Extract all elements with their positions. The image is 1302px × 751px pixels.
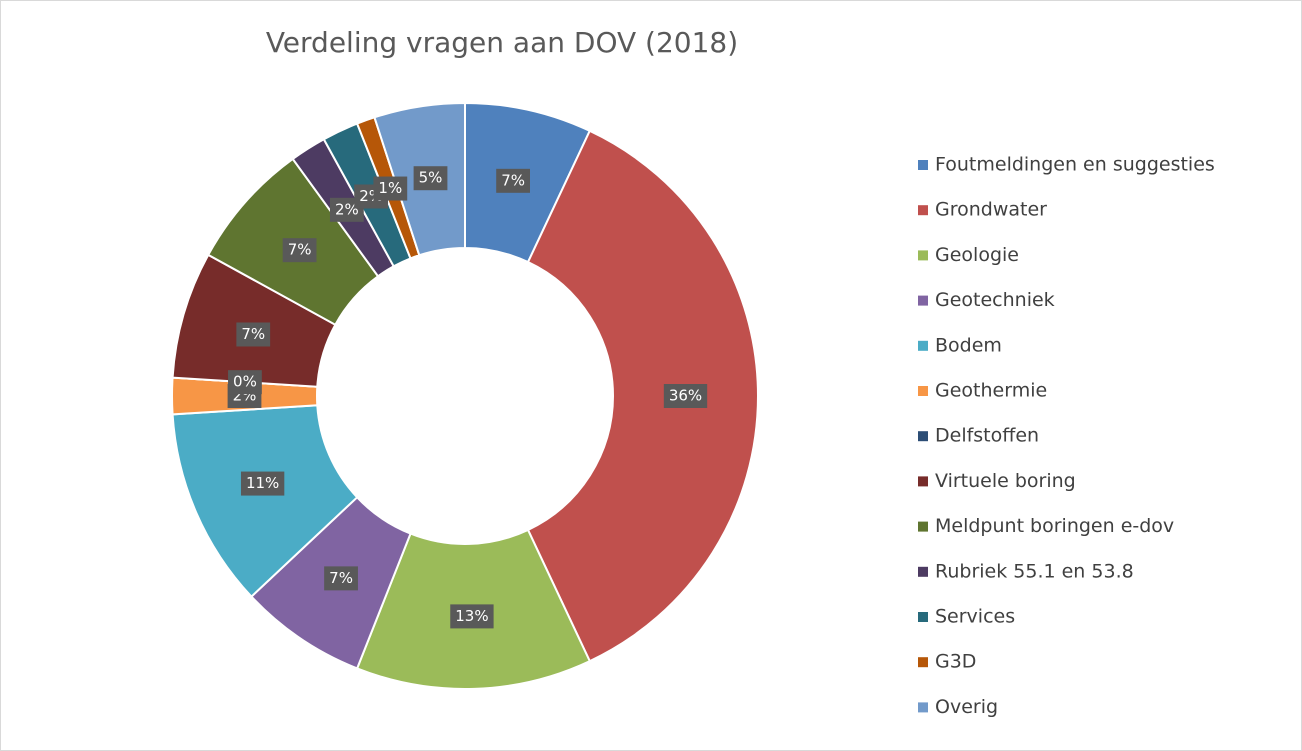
- legend-swatch: [918, 702, 928, 713]
- data-label-group: 7%: [236, 322, 271, 347]
- legend-label: Rubriek 55.1 en 53.8: [935, 560, 1134, 582]
- legend-swatch: [918, 205, 928, 216]
- legend-swatch: [918, 521, 928, 532]
- legend-label: Grondwater: [935, 199, 1047, 221]
- legend-label: G3D: [935, 651, 976, 673]
- legend-swatch: [918, 160, 928, 170]
- data-label-bg: [282, 238, 317, 263]
- legend-swatch: [918, 612, 928, 622]
- data-label-bg: [324, 566, 358, 591]
- legend-label: Foutmeldingen en suggesties: [935, 154, 1215, 176]
- data-label: 7%: [288, 241, 312, 259]
- legend-label: Delfstoffen: [935, 425, 1039, 447]
- data-label-bg: [228, 370, 262, 395]
- data-label-group: 13%: [450, 604, 494, 629]
- data-label: 7%: [241, 325, 265, 343]
- data-label: 7%: [501, 171, 525, 189]
- data-label-group: 5%: [413, 166, 448, 191]
- data-label-group: 7%: [282, 238, 317, 263]
- legend-swatch: [918, 476, 928, 487]
- data-label-group: 1%: [373, 176, 408, 201]
- donut-slice: [526, 129, 759, 663]
- data-label: 2%: [335, 200, 359, 218]
- legend-label: Bodem: [935, 334, 1002, 356]
- data-label: 36%: [669, 387, 702, 405]
- legend-label: Virtuele boring: [935, 470, 1076, 492]
- data-label-bg: [663, 384, 708, 408]
- data-label-group: 7%: [324, 566, 358, 591]
- legend-swatch: [918, 340, 928, 351]
- data-label-bg: [450, 604, 494, 629]
- data-label: 5%: [419, 169, 443, 187]
- data-label: 13%: [455, 607, 488, 625]
- data-label: 11%: [246, 474, 279, 492]
- data-label: 7%: [329, 569, 353, 587]
- data-label-group: 7%: [496, 168, 530, 193]
- data-label-group: 2%: [329, 197, 364, 222]
- legend-label: Geothermie: [935, 380, 1047, 402]
- legend-swatch: [918, 386, 928, 396]
- legend-swatch: [918, 250, 928, 261]
- data-label-group: 0%: [228, 370, 262, 395]
- data-label-group: 36%: [663, 384, 708, 408]
- data-label-bg: [496, 168, 530, 193]
- legend-swatch: [918, 657, 928, 668]
- data-label-bg: [236, 322, 271, 347]
- data-label: 1%: [378, 179, 402, 197]
- legend-label: Geologie: [935, 244, 1019, 266]
- legend-label: Geotechniek: [935, 289, 1055, 311]
- legend-label: Overig: [935, 696, 998, 718]
- legend-label: Services: [935, 606, 1015, 628]
- data-label-bg: [373, 176, 408, 201]
- legend-swatch: [918, 566, 928, 577]
- data-label-group: 11%: [240, 471, 285, 496]
- legend-label: Meldpunt boringen e-dov: [935, 515, 1174, 537]
- data-label-bg: [240, 471, 285, 496]
- chart-title: Verdeling vragen aan DOV (2018): [266, 26, 738, 59]
- data-label-bg: [413, 166, 448, 191]
- data-label: 0%: [233, 373, 257, 391]
- legend-swatch: [918, 431, 928, 442]
- legend-swatch: [918, 295, 928, 306]
